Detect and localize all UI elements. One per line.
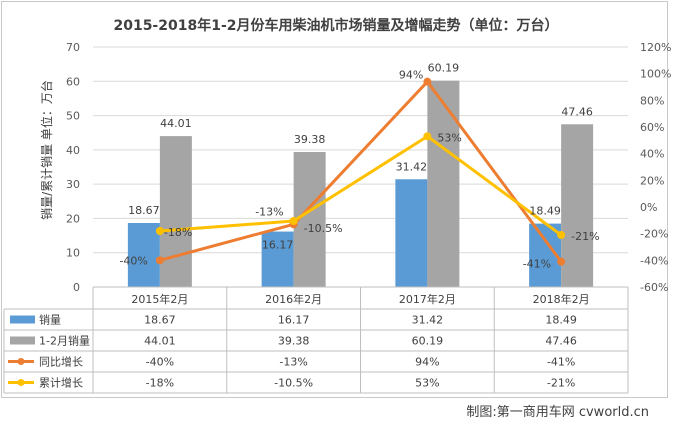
table-cell: 39.38 [278,335,310,348]
y-tick-label: 40 [66,144,80,157]
line-point [423,132,432,141]
y2-tick-label: -40% [640,254,668,267]
bar-monthly [261,231,294,287]
y2-tick-label: 120% [640,41,671,54]
line-point [557,231,566,239]
y-tick-label: 50 [66,110,80,123]
chart-title: 2015-2018年1-2月份车用柴油机市场销量及增幅走势（单位：万台） [113,17,558,34]
table-cell: 16.17 [278,314,310,327]
line-point [289,217,298,225]
bar-data-label: 44.01 [160,117,192,130]
data-label-layer: 18.67 16.17 31.42 18.49 44.01 39.38 60.19 47.46… [119,62,599,271]
series-line-yoy [159,80,563,263]
table-cell: 18.67 [144,314,176,327]
table-cell: -18% [146,377,174,390]
x-category-label: 2015年2月 [131,292,188,306]
bar-data-label: 16.17 [262,239,294,252]
y2-tick-label: 80% [640,94,664,107]
table-cell: 31.42 [412,314,444,327]
y2-tick-label: 60% [640,121,664,134]
table-cell: -40% [146,356,174,369]
legend-series-name: 累计增长 [39,376,83,390]
bar-cumulative [561,124,594,287]
line-data-label: -13% [255,205,283,218]
table-cell: 94% [415,356,439,369]
table-cell: -41% [547,356,575,369]
bar-cumulative [159,136,192,287]
table-cell: 18.49 [545,314,577,327]
bar-data-label: 18.49 [529,205,561,218]
bar-data-label: 39.38 [294,133,326,146]
series-line-cumulative [159,134,563,237]
bar-monthly [127,222,160,287]
bar-data-label: 18.67 [128,204,160,217]
line-data-label: -21% [571,230,599,243]
line-layer [155,77,566,266]
bar-data-label: 47.46 [561,105,593,118]
line-point [423,77,432,86]
bar-data-label: 60.19 [428,62,460,75]
table-cell: 47.46 [545,335,577,348]
line-point [155,227,164,235]
y2-tick-label: 20% [640,174,664,187]
chart-frame [1,1,668,398]
table-cell: -13% [279,356,307,369]
table-cell: -10.5% [274,377,313,390]
y2-tick-label: -20% [640,228,668,241]
line-point [155,256,164,265]
line-data-label: 94% [399,69,423,82]
x-category-label: 2017年2月 [399,292,456,306]
legend-series-name: 销量 [39,313,61,327]
table-cell: 53% [415,377,439,390]
line-point [557,257,566,266]
legend-series-name: 1-2月销量 [39,334,90,348]
table-cell: 60.19 [412,335,444,348]
y2-tick-label: 100% [640,68,671,81]
y2-tick-label: -60% [640,281,668,294]
legend-key-marker [17,379,25,386]
legend-key-marker [17,358,25,365]
bar-cumulative [427,80,460,288]
bar-monthly [395,179,428,287]
x-category-label: 2016年2月 [265,292,322,306]
line-data-label: 53% [437,131,461,144]
y-tick-label: 10 [66,247,80,260]
y-tick-label: 0 [73,281,80,294]
credit-text: 制图:第一商用车网 cvworld.cn [466,405,649,420]
y-tick-label: 30 [66,178,80,191]
table-cell: 44.01 [144,335,176,348]
y-axis-label: 销量/累计销量 单位：万台 [39,80,54,220]
line-data-label: -10.5% [304,222,343,235]
legend-series-name: 同比增长 [39,355,83,369]
legend-key-bar [10,315,35,324]
line-data-label: -18% [164,226,192,239]
y2-tick-label: 40% [640,148,664,161]
x-category-label: 2018年2月 [533,292,590,306]
y2-tick-label: 0% [640,201,657,214]
y-tick-label: 60 [66,75,80,88]
legend-key-bar [10,336,35,345]
table-cell: -21% [547,377,575,390]
line-data-label: -40% [119,254,147,267]
bar-data-label: 31.42 [396,160,428,173]
line-data-label: -41% [523,258,551,271]
y-tick-label: 20 [66,212,80,225]
y-tick-label: 70 [66,41,80,54]
axis-layer: 0 10 20 30 40 50 60 70 -60% -40% -20% 0% 20% 40% 60% 80… [66,41,671,294]
